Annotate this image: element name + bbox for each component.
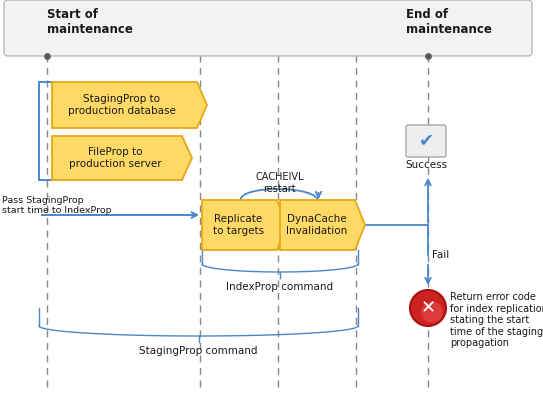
Text: FileProp to
production server: FileProp to production server [68,147,161,169]
Text: Pass StagingProp
start time to IndexProp: Pass StagingProp start time to IndexProp [2,196,112,215]
Text: Start of
maintenance: Start of maintenance [47,8,133,36]
Text: CACHEIVL
restart: CACHEIVL restart [255,172,304,194]
FancyBboxPatch shape [406,125,446,157]
Text: End of
maintenance: End of maintenance [406,8,492,36]
Polygon shape [52,82,207,128]
Text: Fail: Fail [432,250,449,260]
Text: DynaCache
Invalidation: DynaCache Invalidation [286,214,347,236]
Polygon shape [52,136,192,180]
Polygon shape [202,200,287,250]
Text: ✔: ✔ [419,131,433,149]
FancyBboxPatch shape [4,0,532,56]
Text: Replicate
to targets: Replicate to targets [213,214,264,236]
Text: ✕: ✕ [420,299,435,317]
Text: Success: Success [405,160,447,170]
Circle shape [421,301,443,323]
Text: IndexProp command: IndexProp command [226,282,333,292]
Text: StagingProp to
production database: StagingProp to production database [67,94,175,116]
Text: StagingProp command: StagingProp command [139,346,258,356]
Polygon shape [280,200,365,250]
Circle shape [410,290,446,326]
Text: Return error code
for index replication,
stating the start
time of the staging
p: Return error code for index replication,… [450,292,543,348]
